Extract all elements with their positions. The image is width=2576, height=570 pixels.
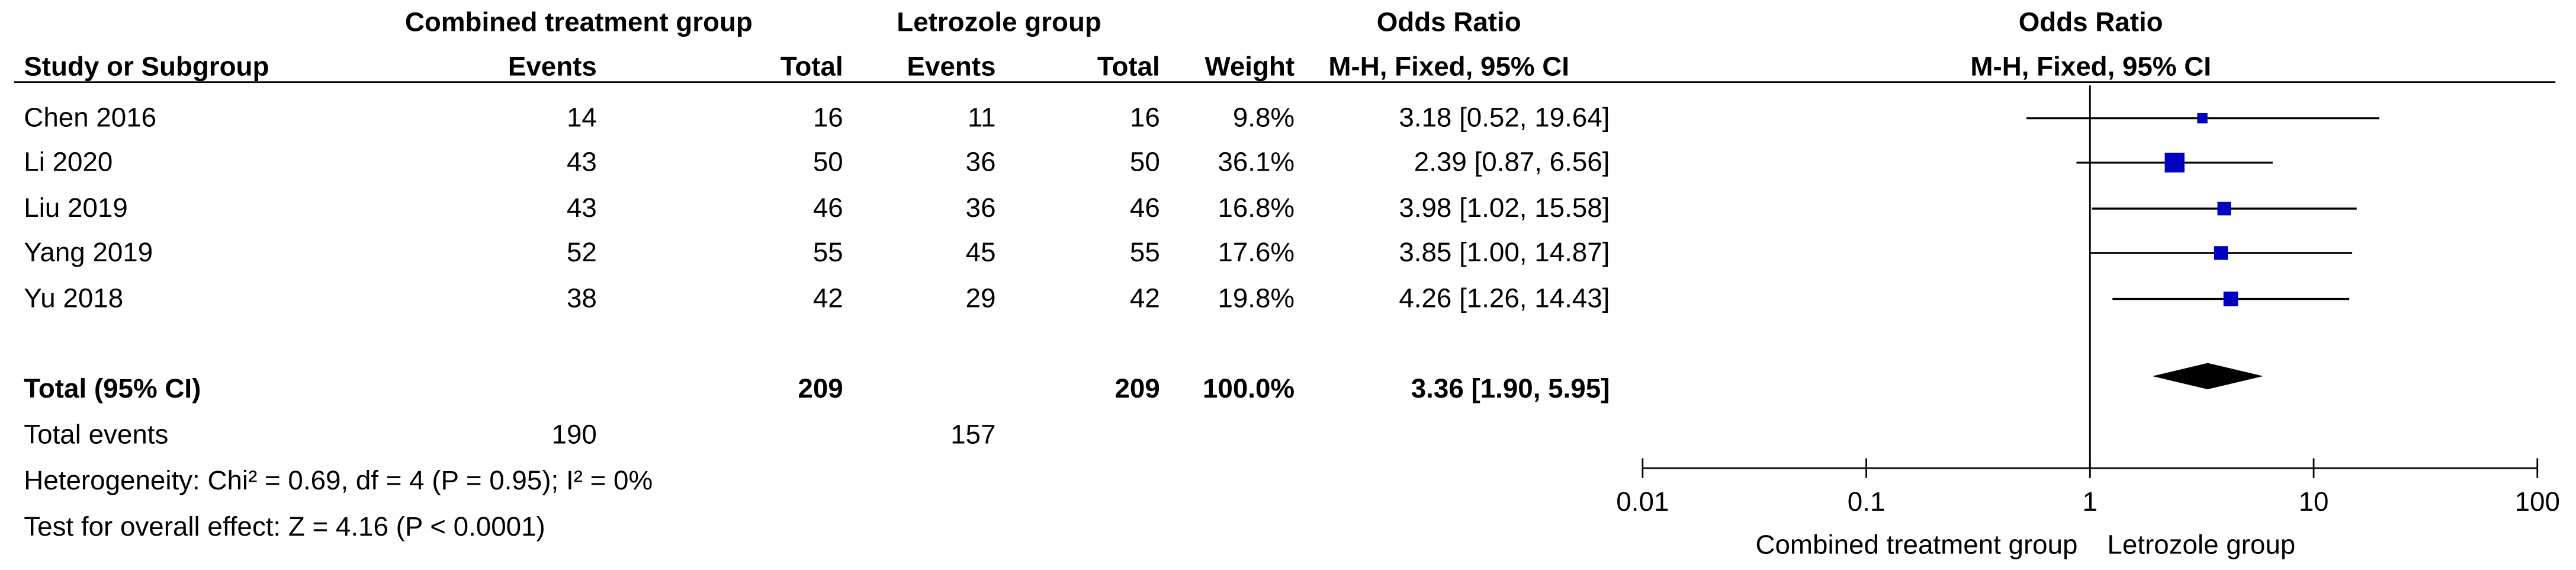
weight: 19.8% [1218, 283, 1295, 313]
events: 36 [966, 146, 996, 177]
odds-ratio-ci: 3.18 [0.52, 19.64] [1399, 102, 1610, 132]
weight: 36.1% [1218, 146, 1295, 177]
events: 36 [966, 193, 996, 223]
study-marker [2217, 201, 2231, 216]
total: 46 [813, 193, 843, 223]
x-tick-label: 100 [2515, 486, 2560, 517]
column-header: Events [907, 52, 996, 82]
study-name: Yang 2019 [24, 237, 153, 267]
x-label-left: Combined treatment group [1755, 529, 2077, 559]
weight: 100.0% [1203, 373, 1295, 404]
events: 52 [567, 237, 597, 267]
column-header: Events [508, 52, 597, 82]
study-marker [2223, 292, 2238, 306]
weight: 16.8% [1218, 193, 1295, 223]
odds-ratio-ci: 4.26 [1.26, 14.43] [1399, 283, 1610, 313]
total: 55 [1130, 237, 1160, 267]
heterogeneity: Heterogeneity: Chi² = 0.69, df = 4 (P = … [24, 465, 653, 495]
events: 14 [567, 102, 597, 132]
study-name: Chen 2016 [24, 102, 156, 132]
study-marker [2197, 113, 2208, 124]
study-name: Li 2020 [24, 146, 113, 177]
study-name: Yu 2018 [24, 283, 123, 313]
study-marker [2214, 246, 2228, 260]
total-name: Total (95% CI) [24, 373, 201, 404]
column-header: M-H, Fixed, 95% CI [1328, 52, 1569, 82]
odds-ratio-ci: 2.39 [0.87, 6.56] [1414, 146, 1610, 177]
summary-diamond [2152, 363, 2263, 390]
total: 50 [1130, 146, 1160, 177]
events: 43 [567, 146, 597, 177]
total: 209 [1114, 373, 1159, 404]
x-label-right: Letrozole group [2107, 529, 2295, 559]
column-header: Total [1097, 52, 1160, 82]
events: 190 [552, 420, 597, 450]
x-tick-label: 0.01 [1616, 486, 1669, 517]
total: 50 [813, 146, 843, 177]
total: 16 [813, 102, 843, 132]
events: 157 [950, 420, 995, 450]
total-events-name: Total events [24, 420, 168, 450]
study-name: Liu 2019 [24, 193, 127, 223]
plot-header: Odds Ratio [2019, 7, 2163, 37]
column-header: Weight [1205, 52, 1295, 82]
column-header: Total [780, 52, 843, 82]
weight: 17.6% [1218, 237, 1295, 267]
odds-ratio-ci: 3.36 [1.90, 5.95] [1411, 373, 1610, 404]
overall-effect: Test for overall effect: Z = 4.16 (P < 0… [24, 511, 545, 542]
events: 43 [567, 193, 597, 223]
x-tick-label: 10 [2299, 486, 2329, 517]
total: 42 [813, 283, 843, 313]
x-tick-label: 0.1 [1848, 486, 1886, 517]
total: 16 [1130, 102, 1160, 132]
group-header: Letrozole group [897, 7, 1101, 37]
study-marker [2164, 152, 2185, 173]
odds-ratio-ci: 3.98 [1.02, 15.58] [1399, 193, 1610, 223]
weight: 9.8% [1233, 102, 1295, 132]
plot-header: M-H, Fixed, 95% CI [1970, 52, 2211, 82]
events: 29 [966, 283, 996, 313]
total: 209 [798, 373, 843, 404]
group-header: Odds Ratio [1377, 7, 1521, 37]
column-header: Study or Subgroup [24, 52, 269, 82]
events: 11 [968, 102, 995, 132]
total: 55 [813, 237, 843, 267]
group-header: Combined treatment group [405, 7, 753, 37]
total: 42 [1130, 283, 1160, 313]
events: 38 [567, 283, 597, 313]
total: 46 [1130, 193, 1160, 223]
odds-ratio-ci: 3.85 [1.00, 14.87] [1399, 237, 1610, 267]
events: 45 [966, 237, 996, 267]
x-tick-label: 1 [2083, 486, 2098, 517]
